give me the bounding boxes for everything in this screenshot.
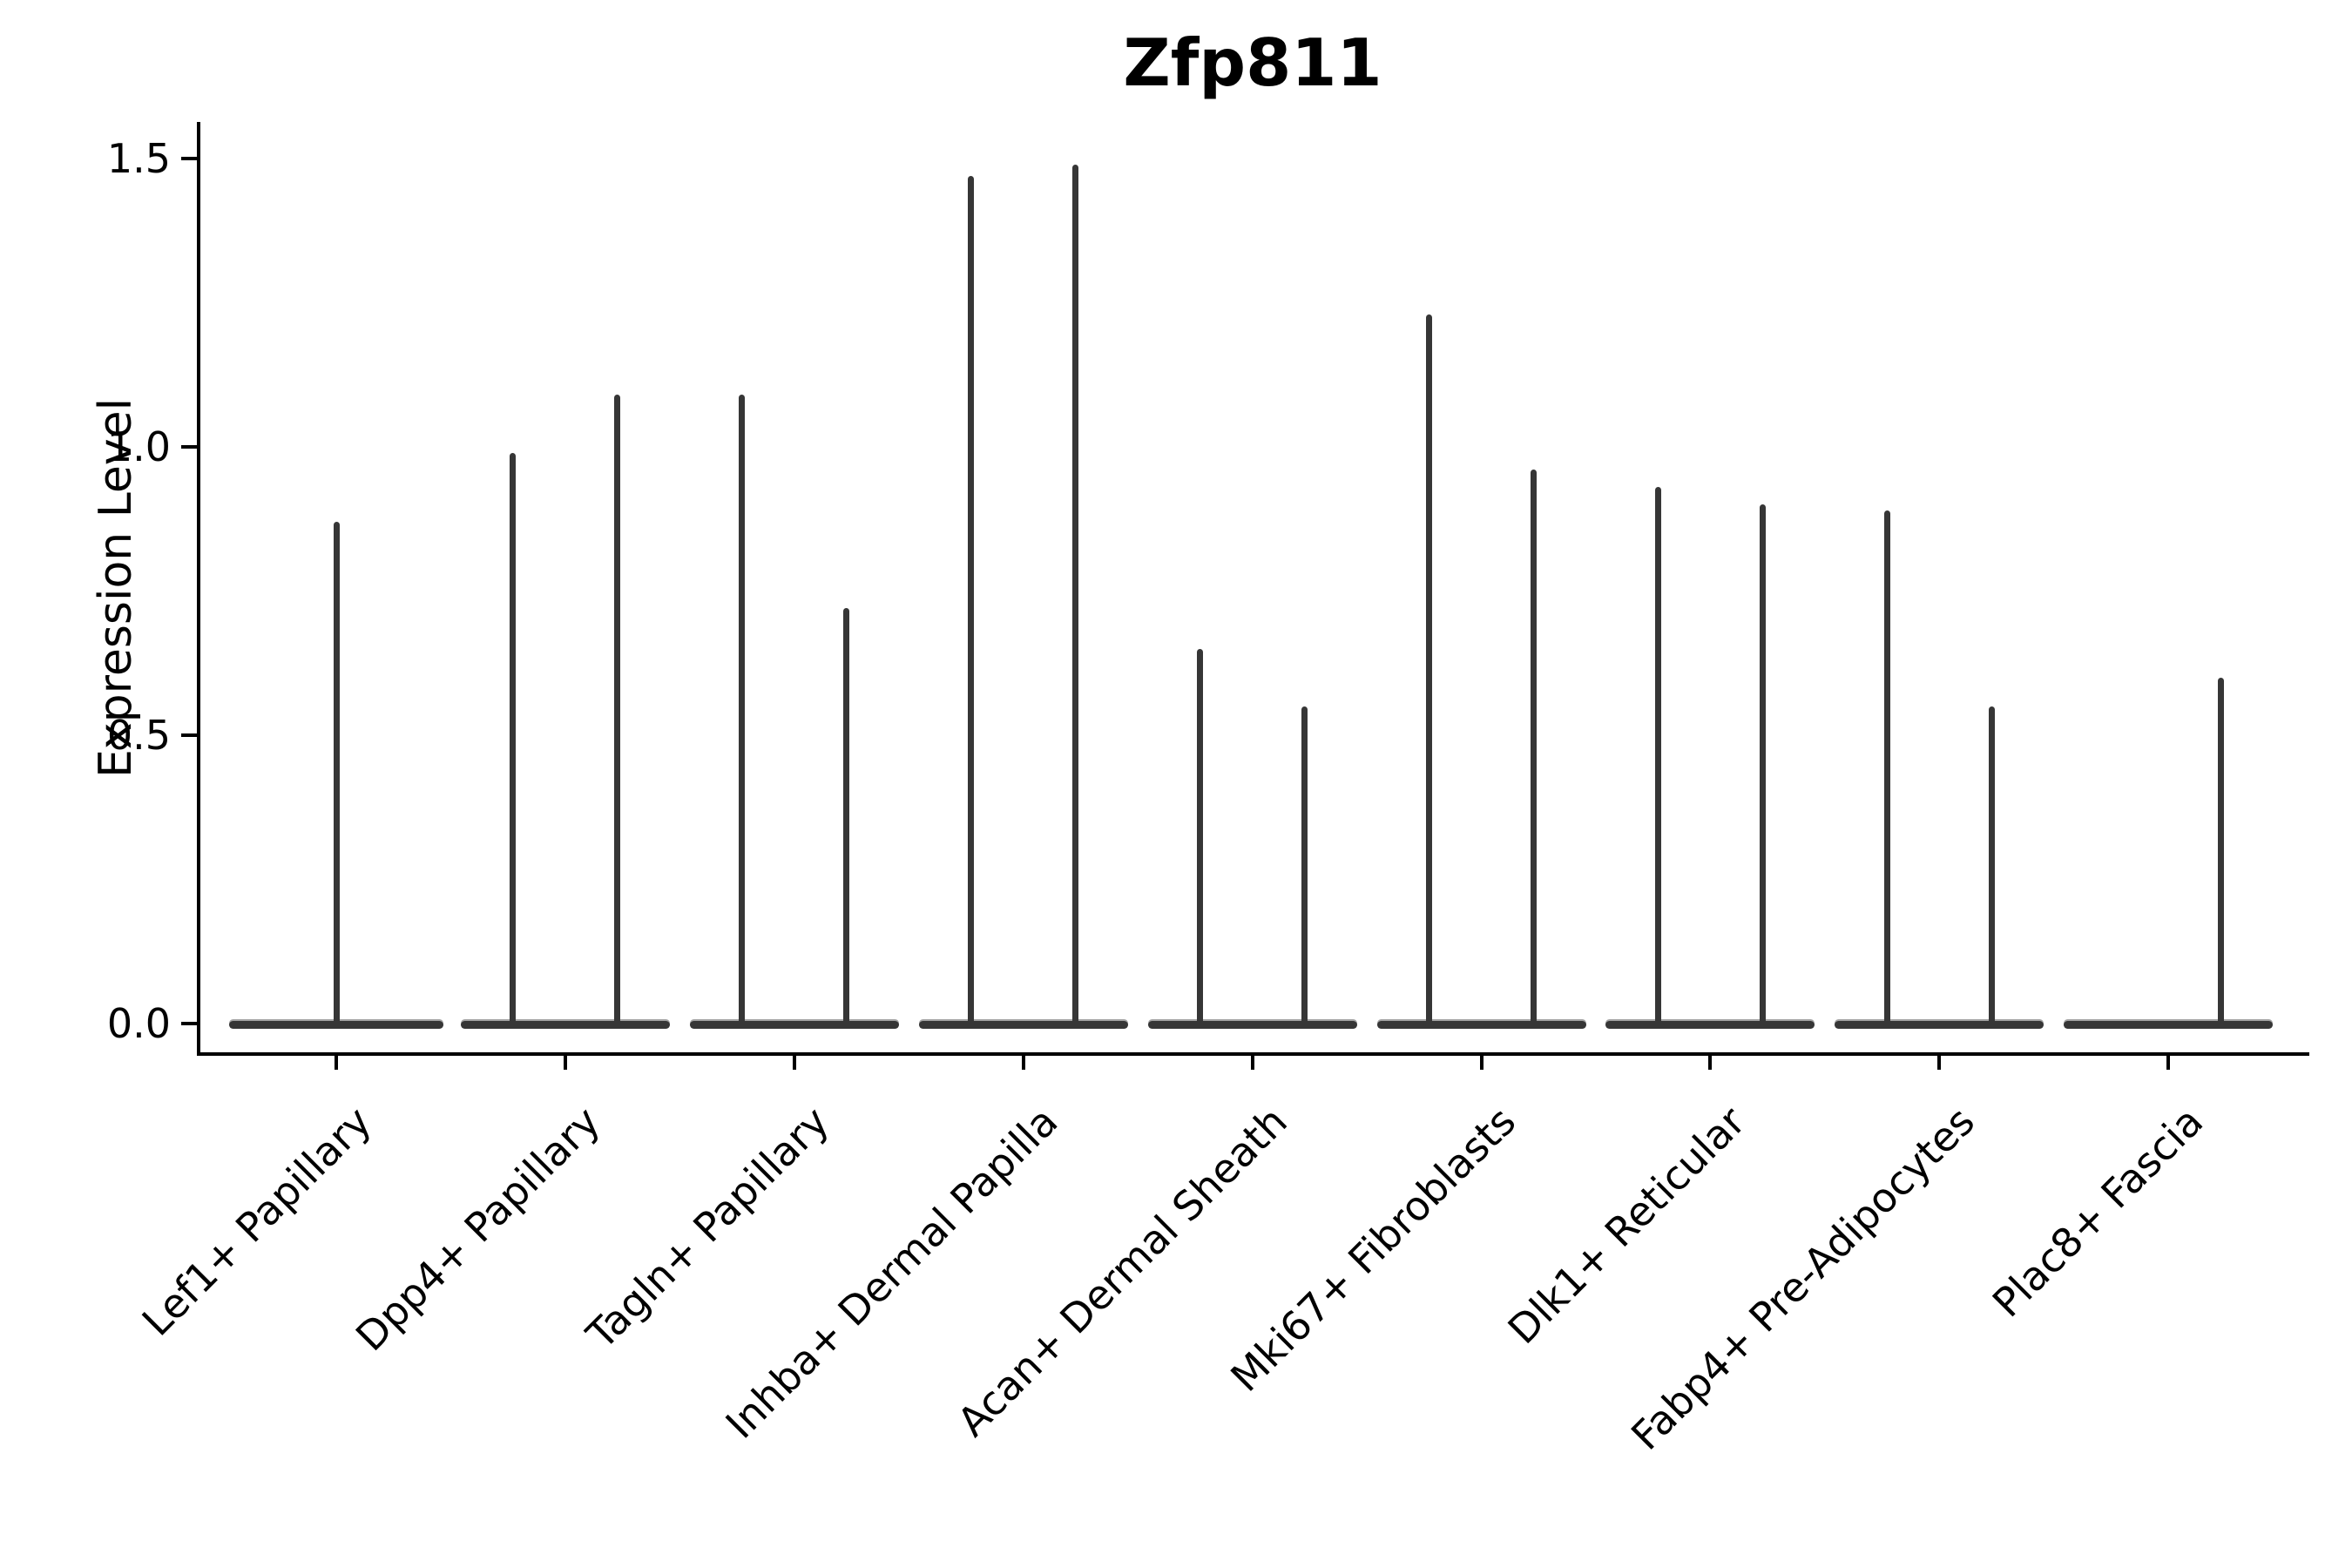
violin-base — [1605, 1020, 1815, 1029]
violin-spike — [510, 452, 517, 1025]
violin-spike — [1654, 487, 1661, 1025]
x-tick-label: Dpp4+ Papillary — [346, 1098, 610, 1361]
violin-spike — [968, 175, 975, 1025]
violin-base — [918, 1020, 1128, 1029]
violin-spike — [843, 608, 850, 1025]
x-tick-mark — [1250, 1054, 1254, 1070]
violin-spike — [1988, 706, 1995, 1025]
y-axis-spine — [197, 122, 200, 1056]
violin-spike — [2217, 677, 2224, 1025]
violin-spike — [1883, 510, 1890, 1025]
y-tick-mark — [181, 733, 197, 737]
y-tick-mark — [181, 1022, 197, 1025]
y-tick-label: 0.0 — [106, 1000, 171, 1047]
violin-spike — [1759, 504, 1766, 1025]
x-tick-mark — [563, 1054, 567, 1070]
x-tick-mark — [1708, 1054, 1713, 1070]
y-tick-label: 1.5 — [106, 135, 171, 182]
y-tick-label: 1.0 — [106, 423, 171, 470]
violin-spike — [333, 522, 340, 1025]
violin-spike — [739, 395, 746, 1025]
x-tick-label: Lef1+ Papillary — [132, 1098, 381, 1345]
y-tick-mark — [181, 157, 197, 160]
x-tick-mark — [792, 1054, 796, 1070]
x-tick-mark — [1479, 1054, 1484, 1070]
x-tick-label: Dlk1+ Reticular — [1498, 1098, 1754, 1354]
violin-base — [2064, 1020, 2274, 1029]
x-tick-label: Tagln+ Papillary — [578, 1098, 838, 1358]
violin-base — [460, 1020, 670, 1029]
violin-base — [1376, 1020, 1586, 1029]
violin-spike — [1301, 706, 1308, 1025]
violin-spike — [614, 395, 621, 1025]
x-tick-mark — [2166, 1054, 2171, 1070]
violin-base — [689, 1020, 899, 1029]
x-tick-label: Plac8+ Fascia — [1983, 1098, 2213, 1327]
x-tick-mark — [1021, 1054, 1025, 1070]
x-tick-mark — [1937, 1054, 1942, 1070]
violin-spike — [1531, 470, 1537, 1025]
violin-base — [1147, 1020, 1357, 1029]
violin-spike — [1072, 164, 1079, 1025]
x-tick-mark — [335, 1054, 338, 1070]
violin-spike — [1197, 648, 1204, 1025]
chart-title: Zfp811 — [1123, 24, 1382, 101]
y-tick-label: 0.5 — [106, 712, 171, 759]
violin-base — [1835, 1020, 2044, 1029]
y-tick-mark — [181, 445, 197, 449]
violin-spike — [1426, 314, 1432, 1025]
